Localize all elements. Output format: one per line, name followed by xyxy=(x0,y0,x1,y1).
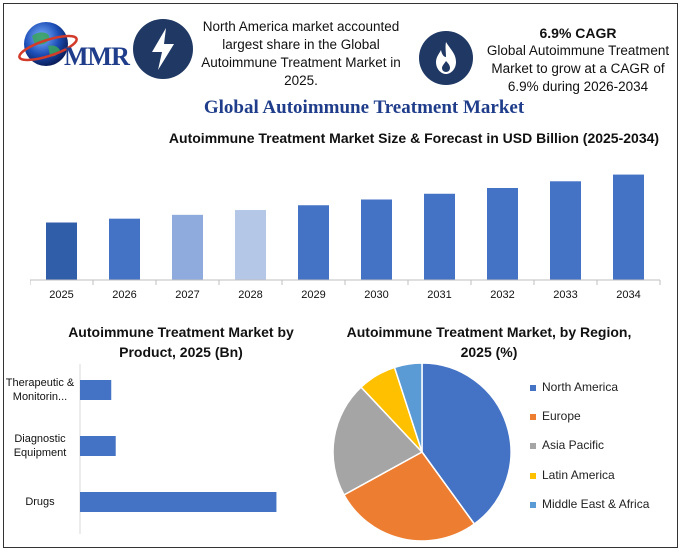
product-category-labels: Therapeutic & Monitorin... Diagnostic Equ… xyxy=(4,364,76,534)
bar-2029 xyxy=(298,205,329,280)
bar-2025 xyxy=(46,222,77,280)
x-tick-label: 2031 xyxy=(427,289,451,301)
product-chart-title: Autoimmune Treatment Market by Product, … xyxy=(68,324,294,360)
product-category-label: Diagnostic Equipment xyxy=(13,433,67,459)
x-tick-label: 2028 xyxy=(238,289,262,301)
pie-slice xyxy=(421,362,512,526)
lightning-bolt-icon xyxy=(133,19,193,79)
product-bar-chart xyxy=(79,364,277,534)
bar-chart-title: Autoimmune Treatment Market Size & Forec… xyxy=(168,130,660,146)
logo-text: MMR xyxy=(64,42,130,71)
bar-2031 xyxy=(424,193,455,280)
legend-swatch xyxy=(530,443,536,450)
legend-label: Europe xyxy=(542,409,581,424)
globe-icon xyxy=(18,22,78,66)
legend-swatch xyxy=(530,472,536,479)
legend-label: Latin America xyxy=(542,467,615,482)
legend-label: North America xyxy=(542,380,619,394)
product-bar xyxy=(80,436,116,456)
legend-item: Middle East & Africa xyxy=(530,497,676,526)
flame-icon xyxy=(419,31,473,85)
page-title: Global Autoimmune Treatment Market xyxy=(203,97,525,118)
x-tick-label: 2033 xyxy=(553,289,577,301)
x-tick-label: 2032 xyxy=(490,289,514,301)
pie-chart-title: Autoimmune Treatment Market, by Region, … xyxy=(346,324,632,360)
legend-label: Asia Pacific xyxy=(542,438,605,453)
x-tick-label: 2025 xyxy=(49,289,73,301)
legend-item: North America xyxy=(530,380,676,409)
bar-2028 xyxy=(235,210,266,280)
pie-slice xyxy=(332,386,424,496)
legend-label: Middle East & Africa xyxy=(542,496,650,511)
market-share-callout: North America market accounted largest s… xyxy=(201,19,401,88)
bar-2034 xyxy=(613,174,644,280)
cagr-heading: 6.9% CAGR xyxy=(539,25,617,41)
bar-2032 xyxy=(487,188,518,280)
product-category-label: Therapeutic & Monitorin... xyxy=(5,377,75,403)
x-tick-label: 2034 xyxy=(616,289,640,301)
bar-chart: 2025 2026 2027 2028 2029 2030 2031 2032 2033 2034 xyxy=(30,174,661,301)
cagr-callout: Global Autoimmune Treatment Market to gr… xyxy=(486,43,670,94)
x-tick-label: 2027 xyxy=(175,289,199,301)
legend-swatch xyxy=(530,385,536,391)
bar-2030 xyxy=(361,199,392,280)
legend-item: Europe xyxy=(530,409,676,438)
x-tick-label: 2029 xyxy=(301,289,325,301)
product-category-label: Drugs xyxy=(25,496,55,508)
x-tick-label: 2026 xyxy=(112,289,136,301)
pie-slice xyxy=(342,451,476,542)
pie-legend: North America Europe Asia Pacific Latin Ame… xyxy=(530,380,676,526)
bar-2026 xyxy=(109,218,140,280)
infographic-frame: MMR North America market accounted large… xyxy=(3,3,678,548)
legend-item: Latin America xyxy=(530,468,676,497)
legend-item: Asia Pacific xyxy=(530,438,676,467)
bar-2027 xyxy=(172,214,203,280)
legend-swatch xyxy=(530,501,536,508)
x-tick-label: 2030 xyxy=(364,289,388,301)
product-bar xyxy=(80,380,112,400)
legend-swatch xyxy=(530,414,536,421)
product-bar xyxy=(80,492,277,512)
logo: MMR xyxy=(18,14,138,84)
region-pie-chart xyxy=(332,362,512,542)
pie-slice xyxy=(393,362,423,453)
bar-2033 xyxy=(550,181,581,280)
